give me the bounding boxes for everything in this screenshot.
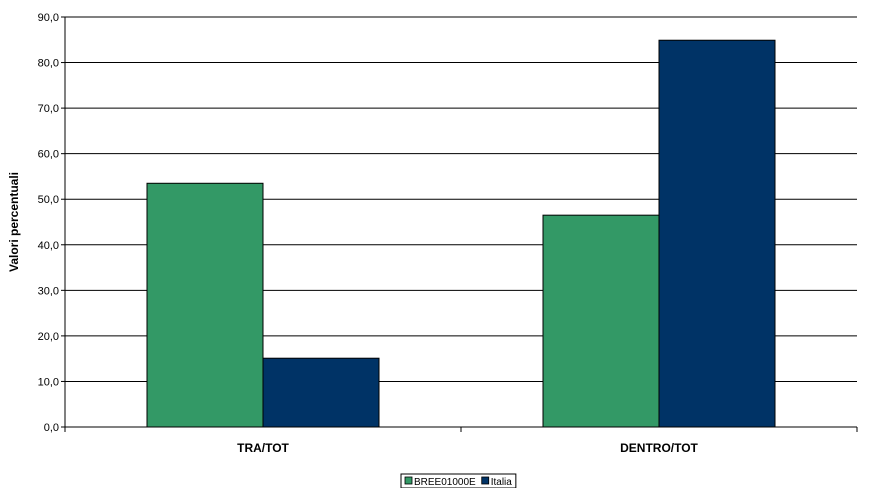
x-category-label: DENTRO/TOT bbox=[620, 441, 698, 455]
y-tick-label: 20,0 bbox=[38, 331, 59, 343]
y-tick-label: 40,0 bbox=[38, 240, 59, 252]
legend-swatch bbox=[404, 476, 413, 485]
y-axis-ticks: 0,0 10,0 20,0 30,0 40,0 50,0 60,0 70,0 80,0 90,0 bbox=[38, 12, 65, 434]
bar-bree01000e-1 bbox=[542, 214, 660, 428]
y-tick-label: 70,0 bbox=[38, 103, 59, 115]
y-axis-title: Valori percentuali bbox=[7, 172, 21, 272]
legend-label: Italia bbox=[491, 477, 513, 488]
legend: BREE01000E Italia bbox=[400, 473, 517, 488]
y-tick-label: 10,0 bbox=[38, 376, 59, 388]
bar-bree01000e-0 bbox=[146, 182, 264, 428]
y-tick-label: 80,0 bbox=[38, 58, 59, 70]
legend-swatch bbox=[481, 476, 490, 485]
y-tick-label: 60,0 bbox=[38, 149, 59, 161]
x-axis-ticks: TRA/TOT DENTRO/TOT bbox=[64, 427, 858, 455]
legend-label: BREE01000E bbox=[414, 477, 476, 488]
y-tick-label: 0,0 bbox=[44, 422, 59, 434]
y-tick-label: 50,0 bbox=[38, 194, 59, 206]
y-tick-label: 30,0 bbox=[38, 285, 59, 297]
bars bbox=[146, 39, 776, 428]
y-tick-label: 90,0 bbox=[38, 12, 59, 24]
bar-italia-1 bbox=[658, 39, 776, 428]
bar-italia-0 bbox=[262, 357, 380, 428]
x-category-label: TRA/TOT bbox=[237, 441, 289, 455]
